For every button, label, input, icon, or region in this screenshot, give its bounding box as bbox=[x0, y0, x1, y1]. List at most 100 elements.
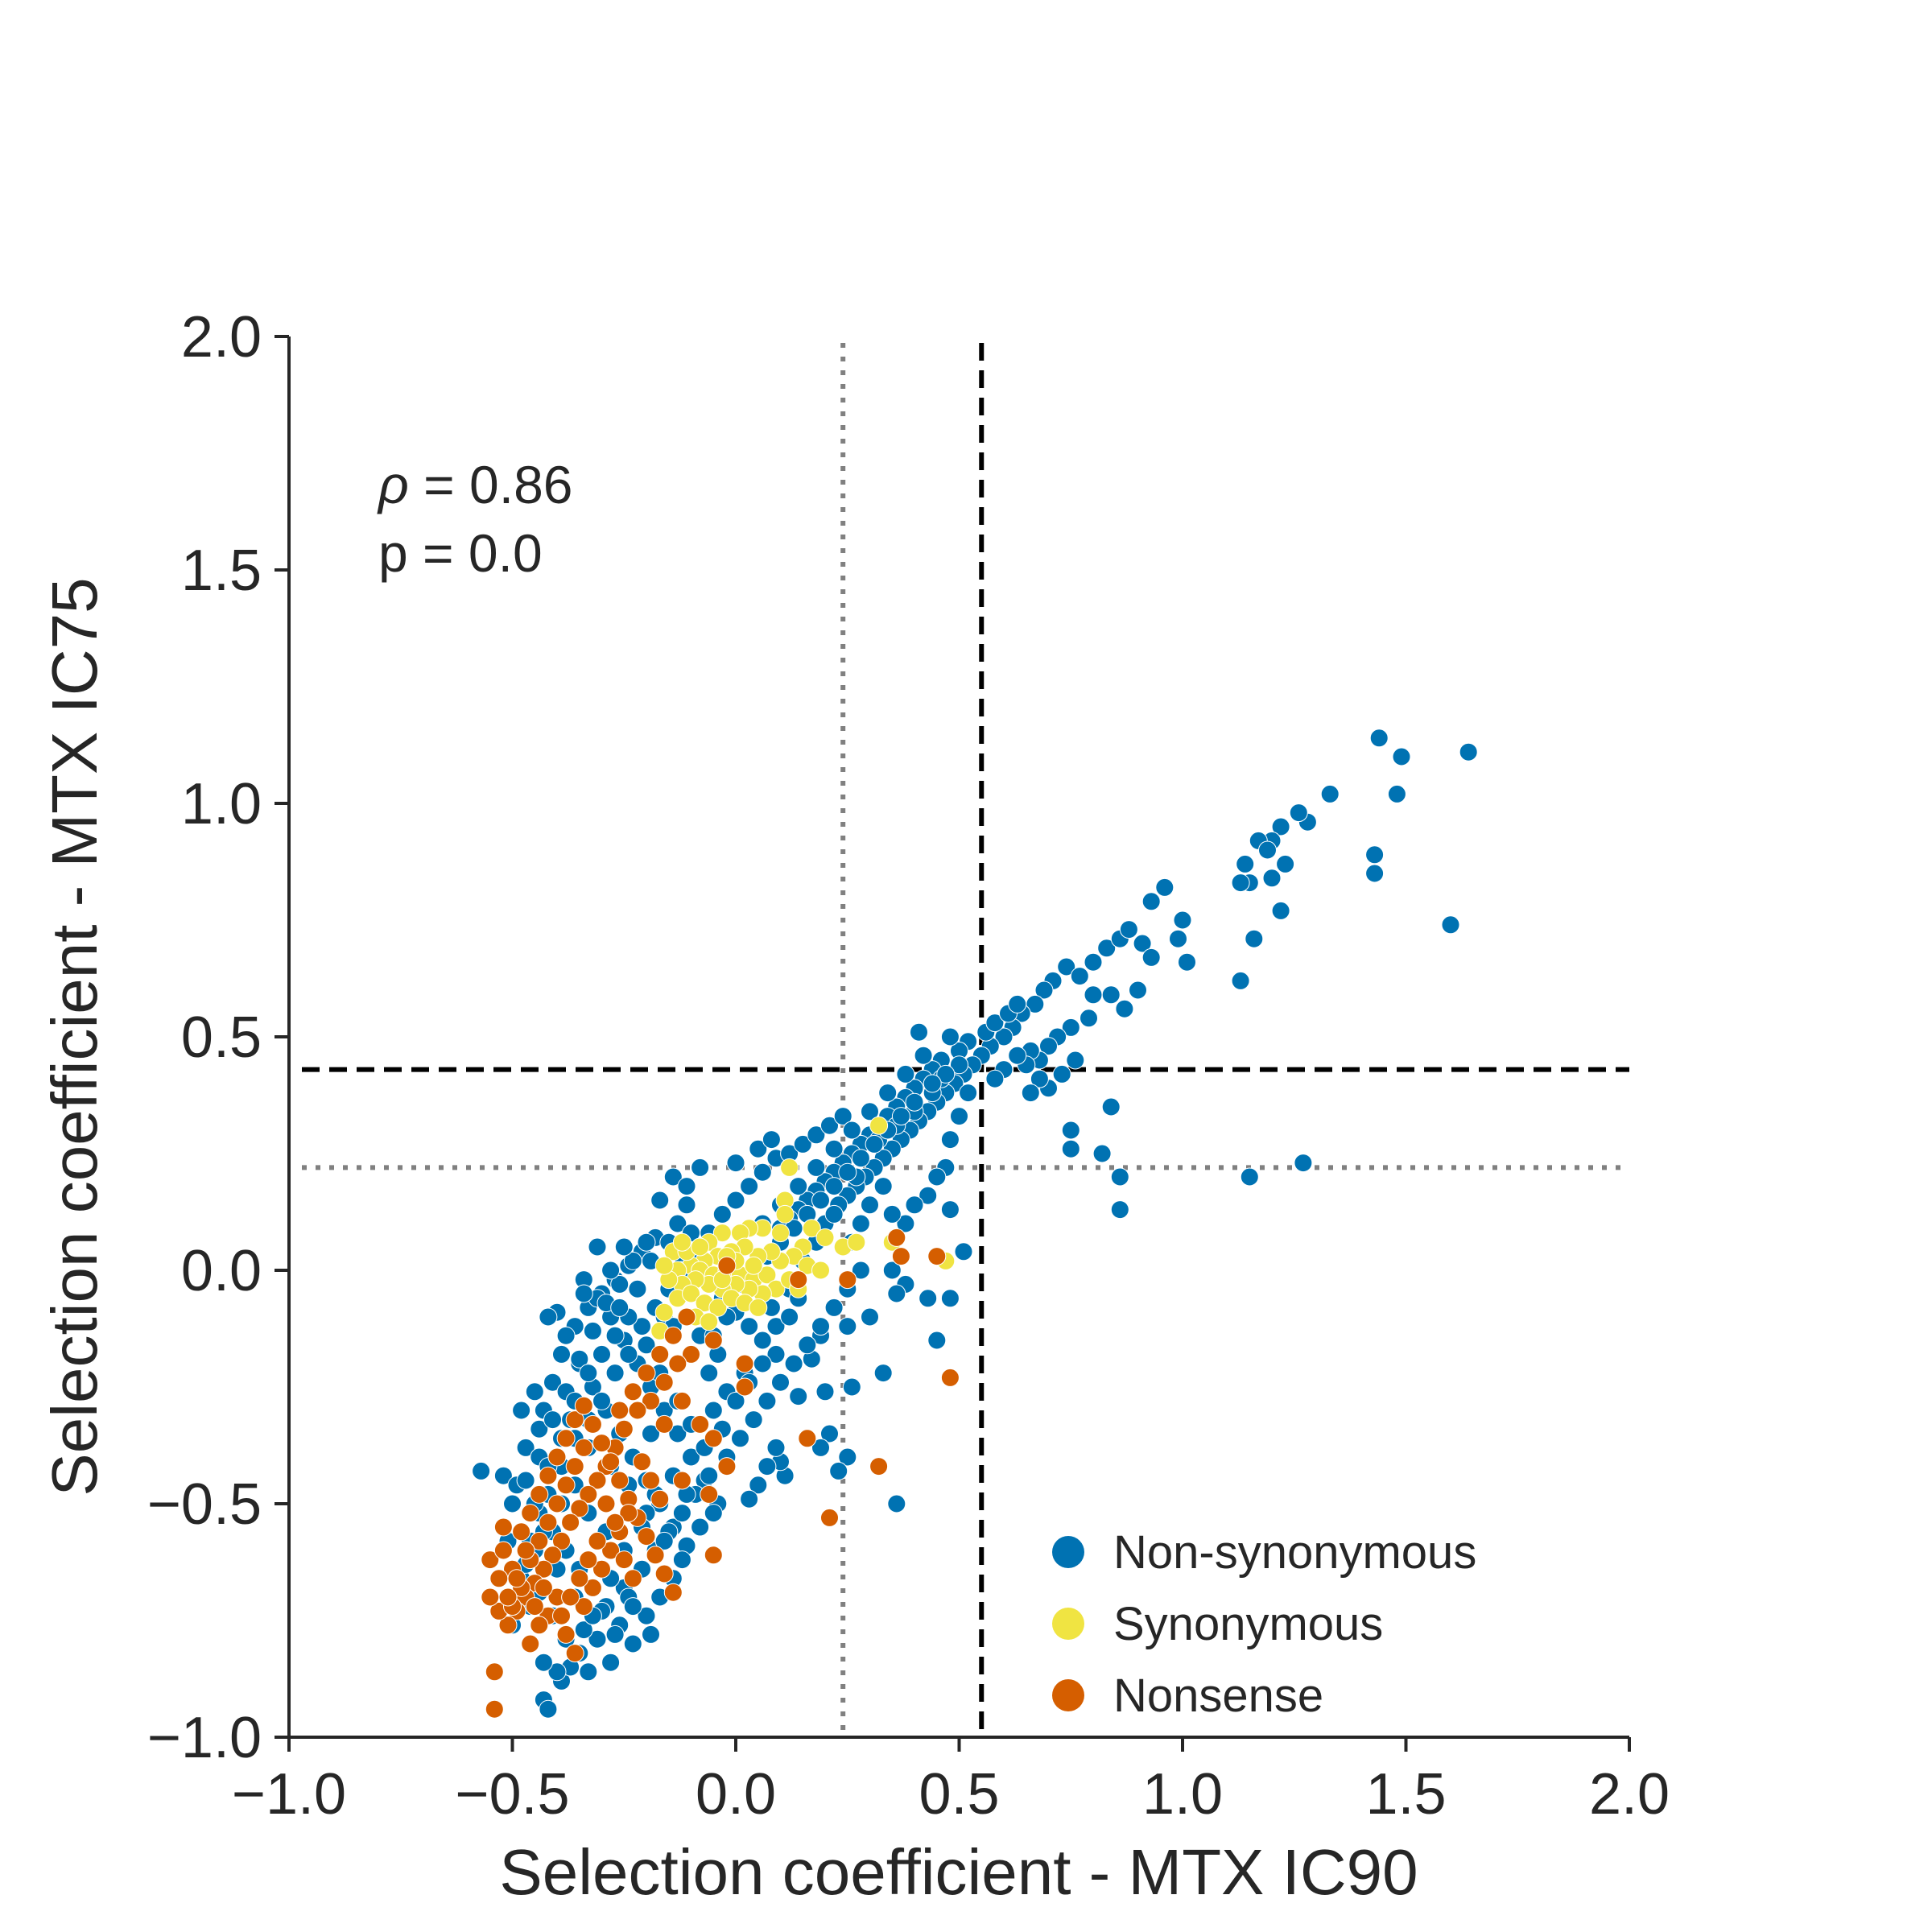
nonsense-point bbox=[574, 1396, 593, 1415]
nonsense-point bbox=[663, 1583, 683, 1602]
non-synonymous-point bbox=[811, 1438, 830, 1457]
non-synonymous-point bbox=[940, 1289, 960, 1308]
nonsense-point bbox=[498, 1616, 518, 1635]
non-synonymous-point bbox=[910, 1022, 928, 1042]
non-synonymous-point bbox=[691, 1158, 710, 1177]
non-synonymous-point bbox=[663, 1167, 683, 1187]
non-synonymous-point bbox=[873, 1177, 893, 1196]
nonsense-point bbox=[637, 1527, 656, 1546]
non-synonymous-point bbox=[1110, 1200, 1129, 1220]
non-synonymous-point bbox=[905, 1195, 924, 1215]
x-tick-label: 0.5 bbox=[919, 1762, 999, 1827]
non-synonymous-point bbox=[1141, 947, 1161, 967]
non-synonymous-point bbox=[1129, 980, 1147, 1000]
nonsense-point bbox=[534, 1578, 553, 1597]
non-synonymous-point bbox=[1178, 952, 1196, 972]
non-synonymous-point bbox=[940, 1200, 960, 1220]
non-synonymous-point bbox=[1245, 929, 1264, 948]
non-synonymous-point bbox=[574, 1284, 593, 1303]
non-synonymous-point bbox=[959, 1084, 978, 1103]
non-synonymous-point bbox=[749, 1476, 768, 1495]
non-synonymous-point bbox=[556, 1326, 576, 1345]
non-synonymous-point bbox=[1276, 854, 1295, 873]
legend-label-non-synonymous: Non-synonymous bbox=[1113, 1526, 1476, 1579]
non-synonymous-point bbox=[570, 1349, 589, 1368]
synonymous-point bbox=[811, 1261, 830, 1280]
non-synonymous-point bbox=[677, 1177, 696, 1196]
non-synonymous-point bbox=[1258, 840, 1277, 860]
non-synonymous-point bbox=[927, 1331, 947, 1350]
legend: Non-synonymous Synonymous Nonsense bbox=[1052, 1526, 1476, 1722]
non-synonymous-point bbox=[811, 1191, 830, 1210]
nonsense-point bbox=[614, 1550, 634, 1570]
non-synonymous-point bbox=[740, 1317, 759, 1336]
non-synonymous-point bbox=[628, 1279, 647, 1298]
non-synonymous-point bbox=[1271, 901, 1290, 920]
non-synonymous-point bbox=[891, 1107, 910, 1126]
non-synonymous-point bbox=[516, 1438, 535, 1457]
nonsense-point bbox=[654, 1373, 674, 1392]
non-synonymous-point bbox=[700, 1466, 719, 1485]
nonsense-point bbox=[682, 1344, 700, 1364]
non-synonymous-point bbox=[1231, 971, 1250, 990]
non-synonymous-point bbox=[1080, 1009, 1098, 1028]
non-synonymous-point bbox=[668, 1214, 687, 1233]
non-synonymous-point bbox=[1030, 1069, 1049, 1088]
non-synonymous-point bbox=[878, 1084, 898, 1103]
nonsense-point bbox=[654, 1414, 674, 1434]
nonsense-point bbox=[735, 1377, 754, 1397]
non-synonymous-point bbox=[780, 1307, 799, 1327]
nonsense-point bbox=[672, 1391, 691, 1410]
legend-marker-non-synonymous bbox=[1052, 1536, 1084, 1568]
synonymous-point bbox=[682, 1284, 700, 1303]
nonsense-point bbox=[642, 1391, 660, 1410]
non-synonymous-point bbox=[753, 1162, 772, 1182]
synonymous-point bbox=[654, 1256, 674, 1275]
non-synonymous-point bbox=[516, 1471, 535, 1490]
data-points bbox=[472, 729, 1478, 1719]
nonsense-point bbox=[592, 1559, 611, 1579]
nonsense-point bbox=[789, 1270, 808, 1290]
nonsense-point bbox=[570, 1499, 589, 1518]
nonsense-point bbox=[516, 1541, 535, 1560]
non-synonymous-point bbox=[923, 1074, 942, 1093]
nonsense-point bbox=[610, 1471, 630, 1490]
non-synonymous-point bbox=[691, 1517, 710, 1537]
non-synonymous-point bbox=[882, 1204, 902, 1224]
nonsense-point bbox=[579, 1550, 598, 1570]
legend-label-nonsense: Nonsense bbox=[1113, 1670, 1323, 1722]
non-synonymous-point bbox=[749, 1139, 768, 1158]
non-synonymous-point bbox=[766, 1317, 786, 1336]
legend-label-synonymous: Synonymous bbox=[1113, 1598, 1383, 1650]
nonsense-point bbox=[507, 1569, 526, 1588]
non-synonymous-point bbox=[1052, 1064, 1071, 1084]
non-synonymous-point bbox=[887, 1284, 906, 1303]
nonsense-point bbox=[637, 1364, 656, 1383]
non-synonymous-point bbox=[1066, 1051, 1085, 1070]
nonsense-point bbox=[579, 1484, 598, 1504]
non-synonymous-point bbox=[614, 1237, 634, 1257]
synonymous-point bbox=[802, 1219, 821, 1238]
nonsense-point bbox=[633, 1452, 651, 1472]
nonsense-point bbox=[646, 1546, 665, 1565]
nonsense-point bbox=[597, 1494, 616, 1513]
nonsense-point bbox=[556, 1476, 576, 1495]
non-synonymous-point bbox=[704, 1401, 723, 1420]
non-synonymous-point bbox=[1084, 985, 1103, 1005]
y-tick-label: −1.0 bbox=[147, 1706, 262, 1770]
nonsense-point bbox=[552, 1606, 571, 1625]
non-synonymous-point bbox=[682, 1447, 700, 1467]
non-synonymous-point bbox=[588, 1629, 607, 1649]
non-synonymous-point bbox=[994, 1027, 1013, 1046]
non-synonymous-point bbox=[726, 1391, 745, 1410]
non-synonymous-point bbox=[851, 1214, 870, 1233]
non-synonymous-point bbox=[1119, 920, 1138, 939]
synonymous-point bbox=[712, 1224, 732, 1243]
nonsense-point bbox=[565, 1410, 584, 1430]
non-synonymous-point bbox=[793, 1134, 812, 1154]
non-synonymous-point bbox=[927, 1167, 947, 1187]
non-synonymous-point bbox=[1115, 999, 1134, 1018]
y-tick-label: 0.0 bbox=[181, 1239, 262, 1303]
non-synonymous-point bbox=[704, 1504, 723, 1523]
nonsense-point bbox=[798, 1429, 817, 1448]
